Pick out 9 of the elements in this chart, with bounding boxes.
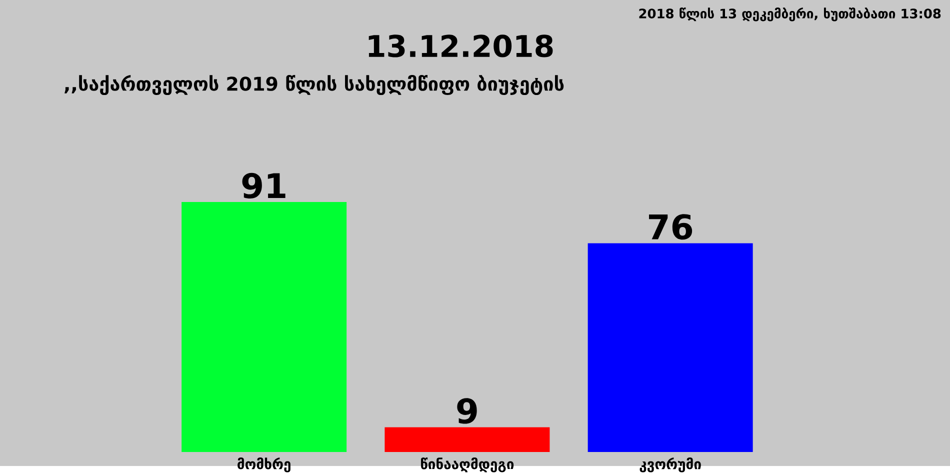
x-tick-label: კვორუმი xyxy=(640,458,701,472)
text: 2018 წლის 13 დეკემბერი, ხუთშაბათი 13:08 xyxy=(639,8,941,22)
chart-subtitle: ,,საქართველოს 2019 წლის სახელმწიფო ბიუჯეტის xyxy=(64,75,564,96)
chart-title: 13.12.2018 xyxy=(368,34,553,58)
x-tick-label: წინააღმდეგი xyxy=(421,458,514,472)
data-label: 91 xyxy=(242,173,286,199)
data-label: 76 xyxy=(649,214,692,240)
x-tick-label: მომხრე xyxy=(238,458,290,472)
data-label: 9 xyxy=(457,398,477,424)
